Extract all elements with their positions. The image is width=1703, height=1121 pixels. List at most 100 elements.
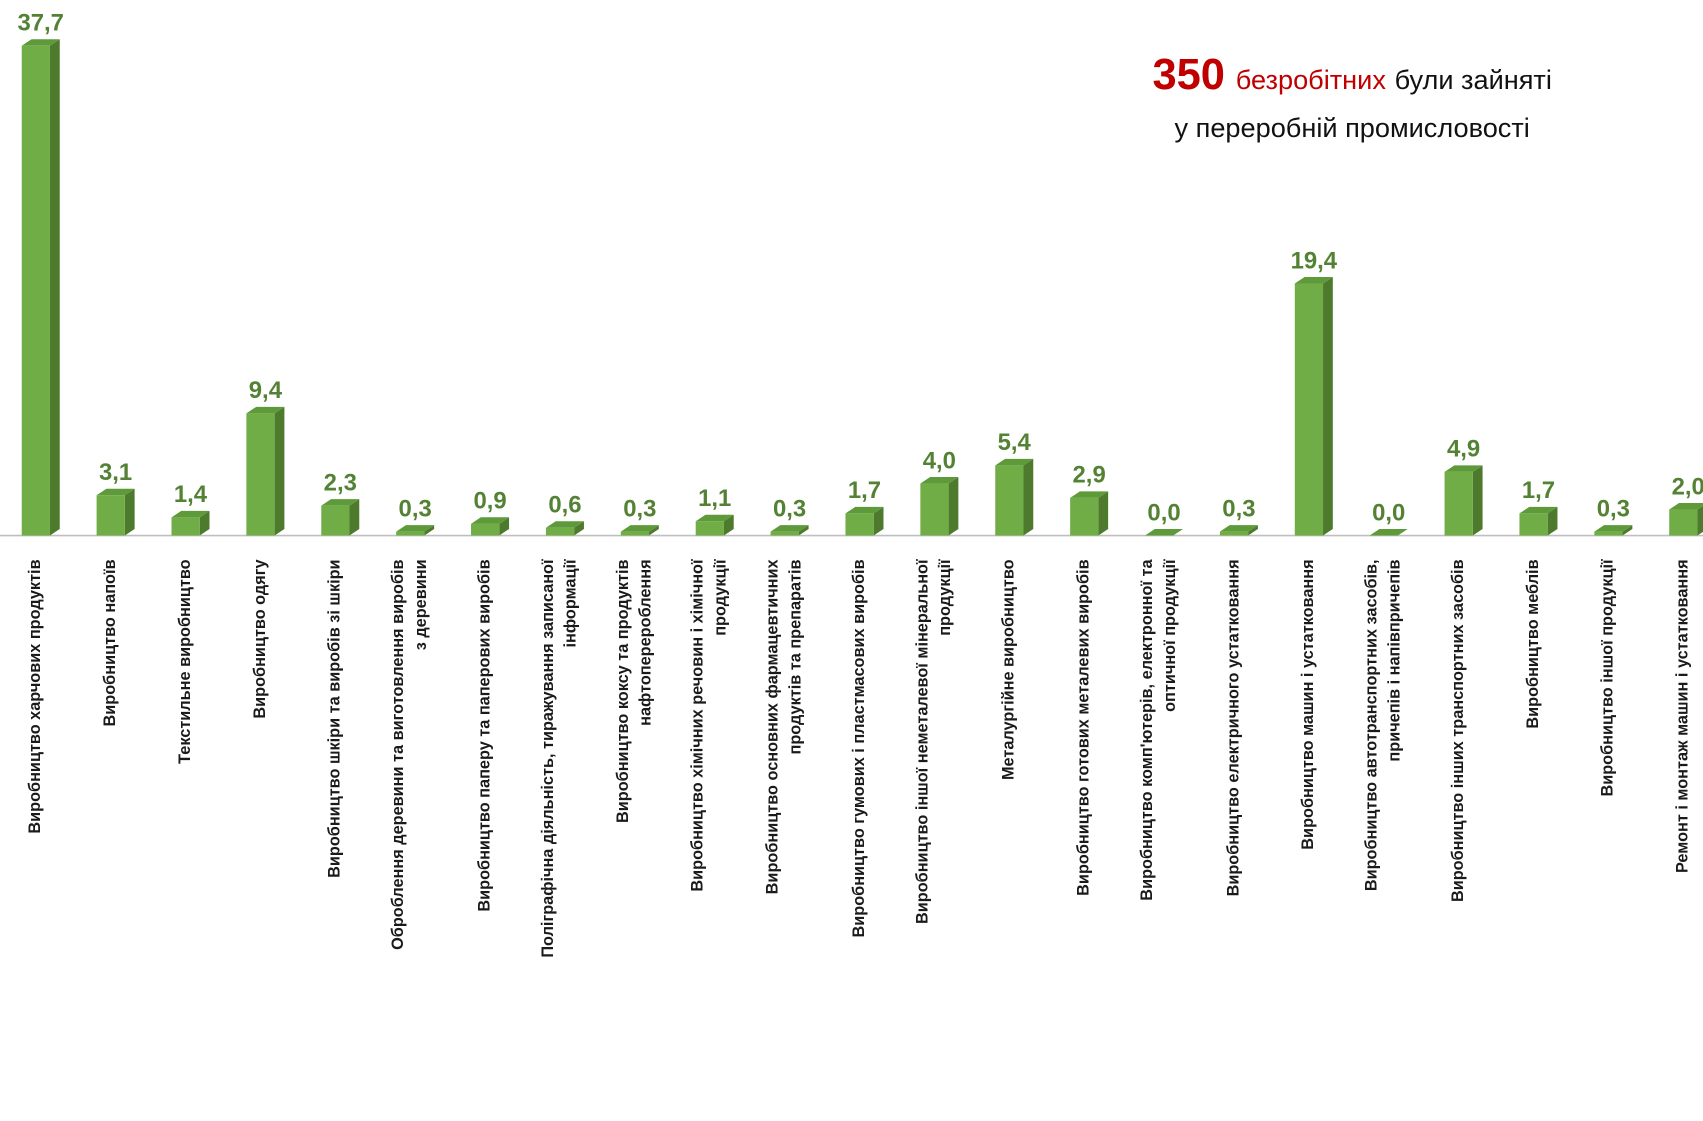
bar <box>396 531 425 536</box>
x-tick-label: продукції <box>712 559 730 636</box>
bar <box>1519 513 1548 536</box>
bar-side <box>1023 458 1034 536</box>
x-tick-label: оптичної продукції <box>1161 559 1179 712</box>
annotation: 350 безробітних були зайняті <box>1152 51 1551 99</box>
bar-top <box>920 477 959 484</box>
bar-top <box>171 510 210 518</box>
x-tick-label: Виробництво готових металевих виробів <box>1075 559 1093 895</box>
x-tick-label: Поліграфічна діяльність, тиражування зап… <box>539 559 557 958</box>
x-tick-label: Металургійне виробництво <box>1000 559 1018 780</box>
bar <box>920 483 949 536</box>
bar <box>995 465 1024 536</box>
value-label: 9,4 <box>249 377 283 404</box>
bar <box>1669 509 1698 536</box>
bar <box>845 513 874 536</box>
x-tick-label: Виробництво гумових і пластмасових вироб… <box>850 559 868 937</box>
x-tick-label: продукції <box>936 559 954 636</box>
value-label: 4,0 <box>923 447 956 474</box>
bar-top <box>770 525 809 532</box>
x-tick-label: Ремонт і монтаж машин і устатковання <box>1674 559 1692 873</box>
x-tick-label: Виробництво основних фармацевтичних <box>764 559 782 894</box>
bar-side <box>798 525 809 536</box>
annotation-number: 350 <box>1152 51 1224 99</box>
x-tick-label: продуктів та препаратів <box>786 559 804 754</box>
bar-side <box>1323 277 1333 536</box>
bar-top <box>995 458 1034 466</box>
x-tick-label: Виробництво шкіри та виробів зі шкіри <box>326 559 344 877</box>
value-label: 4,9 <box>1447 436 1480 463</box>
value-label: 0,3 <box>773 495 806 522</box>
bar-side <box>49 39 60 536</box>
value-label: 2,0 <box>1672 473 1703 500</box>
value-label: 0,6 <box>548 492 581 519</box>
annotation-line: у переробній промисловості <box>1175 112 1530 143</box>
bar-top <box>1669 503 1703 510</box>
bar-top <box>695 514 734 522</box>
bar-side <box>1098 491 1109 536</box>
x-tick-label: Виробництво харчових продуктів <box>26 559 44 833</box>
bar <box>321 505 350 536</box>
bar-top <box>1519 506 1558 514</box>
bar-side <box>1622 525 1633 536</box>
bar-top <box>96 488 135 496</box>
x-tick-label: інформації <box>562 559 580 647</box>
value-label: 0,3 <box>399 495 432 522</box>
bar-top <box>246 406 285 414</box>
x-tick-label: Виробництво електричного устатковання <box>1224 559 1242 896</box>
value-label: 0,3 <box>1597 495 1630 522</box>
bar-side <box>1697 505 1703 536</box>
bar-top <box>396 525 435 532</box>
bar <box>545 527 575 536</box>
value-label: 3,1 <box>99 459 132 486</box>
bar-side <box>349 499 360 536</box>
bar-side <box>723 514 734 536</box>
annotation-text: були зайняті <box>1395 64 1552 95</box>
bar-top <box>1219 525 1258 532</box>
x-tick-label: Виробництво одягу <box>251 559 269 718</box>
x-tick-label: Виробництво комп'ютерів, електронної та <box>1138 558 1156 900</box>
bar-side <box>1472 465 1483 536</box>
bar-side <box>574 521 584 536</box>
bar-top <box>620 525 659 532</box>
bar <box>695 521 724 536</box>
bar-top <box>471 517 510 524</box>
value-label: 1,4 <box>174 481 208 508</box>
bar-top <box>1145 529 1184 536</box>
x-tick-label: з деревини <box>412 559 430 650</box>
bar <box>246 413 275 536</box>
value-label: 19,4 <box>1291 247 1338 274</box>
value-label: 0,0 <box>1372 499 1405 526</box>
value-label: 1,7 <box>848 477 881 504</box>
x-tick-label: Оброблення деревини та виготовлення виро… <box>389 559 407 949</box>
bar-top <box>321 499 360 506</box>
x-tick-label: Виробництво інших транспортних засобів <box>1449 559 1467 902</box>
x-tick-label: Виробництво хімічних речовин і хімічної <box>689 559 707 892</box>
bar-top <box>1070 491 1109 498</box>
bar <box>471 523 500 536</box>
bar <box>171 517 200 536</box>
bar <box>96 495 125 536</box>
bar <box>1294 283 1324 536</box>
x-tick-label: Виробництво паперу та паперових виробів <box>475 559 493 911</box>
bar <box>1444 471 1473 536</box>
bar-side <box>649 525 659 536</box>
annotation-highlight: безробітних <box>1236 64 1387 95</box>
bar-top <box>1594 525 1633 532</box>
bar-side <box>124 488 135 536</box>
bar <box>1219 531 1249 536</box>
value-label: 0,3 <box>1222 495 1255 522</box>
x-tick-label: нафтоперероблення <box>637 559 655 725</box>
value-label: 0,9 <box>473 488 506 515</box>
bar-side <box>424 525 435 536</box>
value-label: 2,9 <box>1073 462 1106 489</box>
x-tick-label: Текстильне виробництво <box>176 559 194 764</box>
bar-side <box>274 406 285 536</box>
bar-side <box>1248 525 1258 536</box>
bar-top <box>1444 465 1483 472</box>
bar-top <box>1369 529 1408 536</box>
bar <box>1594 531 1623 536</box>
x-tick-label: Виробництво напоїв <box>101 559 119 726</box>
bar-top <box>1294 277 1333 284</box>
